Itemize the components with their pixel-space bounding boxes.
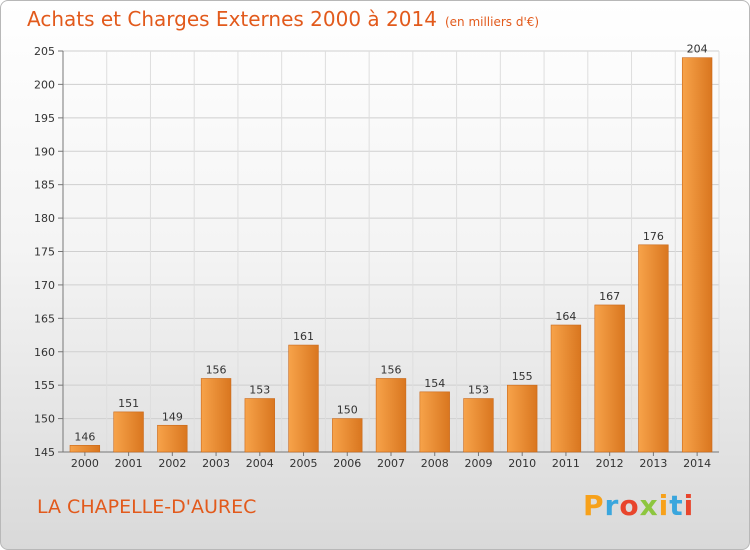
x-tick-label-2005: 2005 (290, 457, 318, 470)
x-tick-label-2012: 2012 (596, 457, 624, 470)
bar-2008 (419, 391, 450, 453)
x-tick-label-2003: 2003 (202, 457, 230, 470)
logo-letter: x (639, 489, 659, 522)
location-name: LA CHAPELLE-D'AUREC (37, 496, 257, 518)
data-label-2008: 154 (424, 377, 445, 390)
data-label-2000: 146 (74, 430, 95, 443)
x-tick-label-2007: 2007 (377, 457, 405, 470)
chart-title-text: Achats et Charges Externes 2000 à 2014 (27, 7, 437, 31)
proxiti-logo: Proxiti (583, 489, 694, 522)
logo-letter: t (669, 489, 684, 522)
bars (69, 57, 713, 453)
x-tick-label-2014: 2014 (683, 457, 711, 470)
bar-2014 (681, 57, 713, 453)
chart-title: Achats et Charges Externes 2000 à 2014 (e… (27, 7, 539, 31)
bar-2003 (200, 378, 232, 453)
y-tick-label: 200 (34, 78, 55, 91)
x-tick-label-2008: 2008 (421, 457, 449, 470)
bar-2010 (507, 384, 538, 453)
bar-2005 (288, 344, 319, 453)
y-tick-label: 160 (34, 346, 55, 359)
y-tick-label: 170 (34, 279, 55, 292)
bar-2009 (463, 398, 494, 453)
y-tick-label: 180 (34, 212, 55, 225)
data-label-2003: 156 (206, 363, 227, 376)
y-tick-label: 175 (34, 246, 55, 259)
data-label-2009: 153 (468, 384, 489, 397)
bar-2000 (69, 445, 101, 453)
data-label-2012: 167 (599, 290, 620, 303)
data-label-2002: 149 (162, 410, 183, 423)
data-label-2010: 155 (512, 370, 533, 383)
data-label-2011: 164 (555, 310, 576, 323)
data-labels: 146 151 149 156 153 161 150 156 154 153 155 164 167 1… (74, 43, 707, 444)
data-label-2004: 153 (249, 384, 270, 397)
logo-letter: o (619, 489, 640, 522)
x-tick-label-2009: 2009 (464, 457, 492, 470)
y-tick-label: 195 (34, 112, 55, 125)
y-tick-label: 165 (34, 312, 55, 325)
bar-2007 (375, 378, 407, 453)
data-label-2005: 161 (293, 330, 314, 343)
logo-letter: i (683, 489, 695, 522)
data-label-2001: 151 (118, 397, 139, 410)
y-tick-label: 185 (34, 179, 55, 192)
x-tick-label-2001: 2001 (115, 457, 143, 470)
bar-2013 (638, 244, 669, 453)
x-tick-label-2011: 2011 (552, 457, 580, 470)
logo-letter: r (604, 489, 620, 522)
bar-2004 (244, 398, 275, 453)
bar-2011 (550, 324, 582, 453)
bar-2012 (594, 304, 625, 453)
data-label-2007: 156 (381, 363, 402, 376)
y-tick-label: 205 (34, 45, 55, 58)
x-tick-label-2013: 2013 (639, 457, 667, 470)
x-tick-label-2000: 2000 (71, 457, 99, 470)
x-tick-label-2010: 2010 (508, 457, 536, 470)
bar-2002 (157, 424, 188, 453)
chart-subtitle: (en milliers d'€) (444, 15, 540, 29)
bar-2001 (113, 411, 144, 453)
logo-letter: i (658, 489, 670, 522)
y-tick-label: 190 (34, 145, 55, 158)
y-tick-label: 145 (34, 446, 55, 459)
data-label-2013: 176 (643, 230, 664, 243)
x-tick-label-2006: 2006 (333, 457, 361, 470)
bar-2006 (332, 418, 363, 453)
y-tick-label: 150 (34, 413, 55, 426)
y-tick-label: 155 (34, 379, 55, 392)
x-tick-label-2002: 2002 (158, 457, 186, 470)
data-label-2006: 150 (337, 404, 358, 417)
data-label-2014: 204 (687, 43, 708, 56)
logo-letter: P (583, 489, 605, 522)
x-tick-label-2004: 2004 (246, 457, 274, 470)
